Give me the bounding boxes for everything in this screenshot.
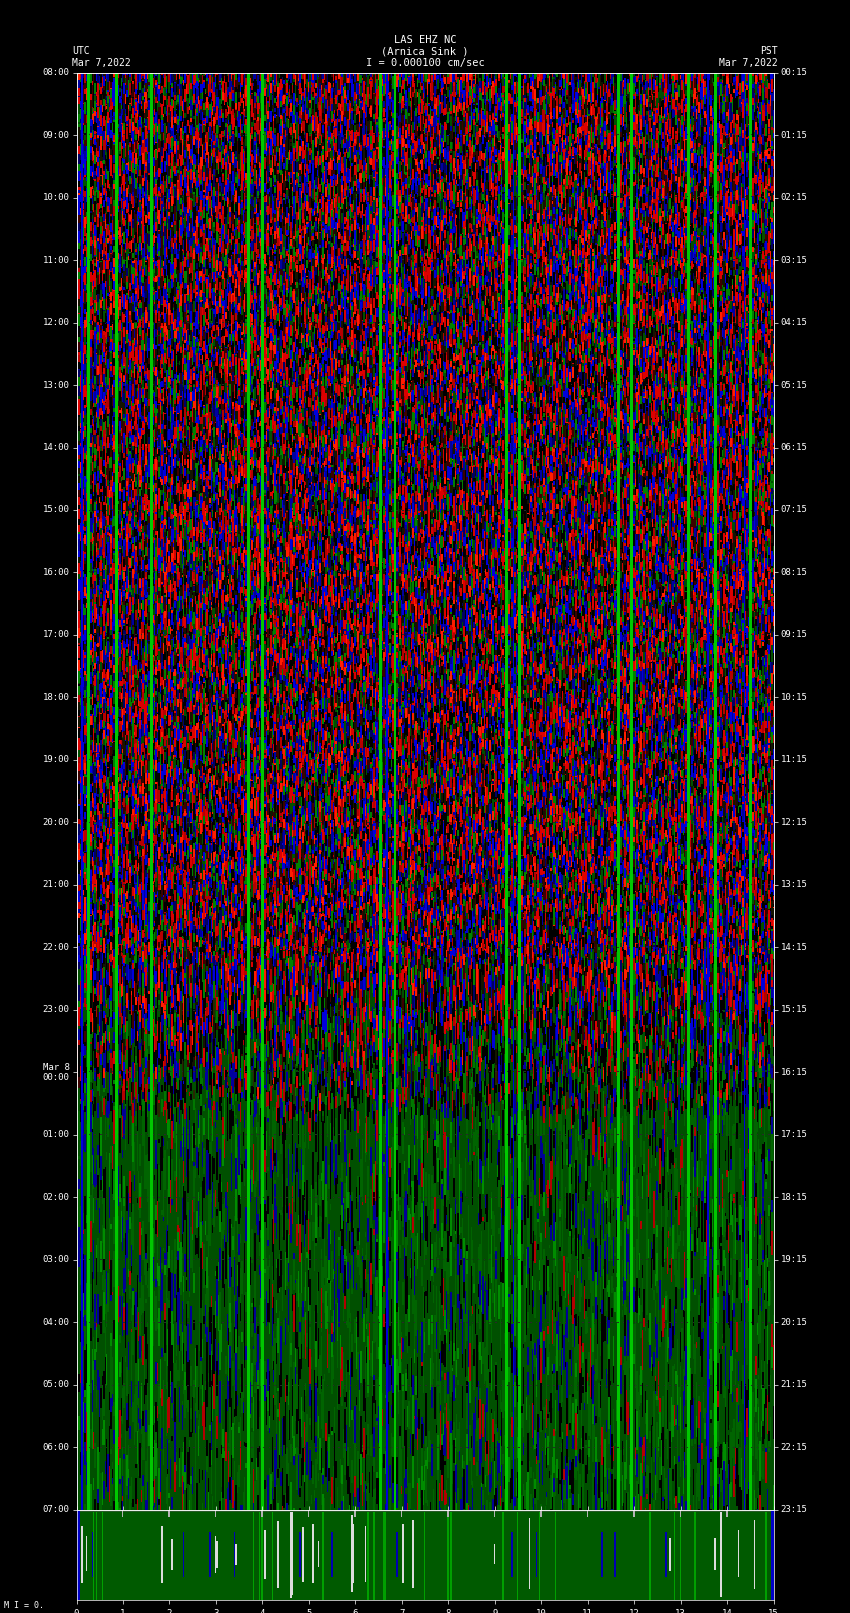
Text: LAS EHZ NC
(Arnica Sink )
I = 0.000100 cm/sec: LAS EHZ NC (Arnica Sink ) I = 0.000100 c… [366,34,484,68]
Text: UTC
Mar 7,2022: UTC Mar 7,2022 [72,47,131,68]
Text: M I = 0.: M I = 0. [4,1600,44,1610]
Text: PST
Mar 7,2022: PST Mar 7,2022 [719,47,778,68]
